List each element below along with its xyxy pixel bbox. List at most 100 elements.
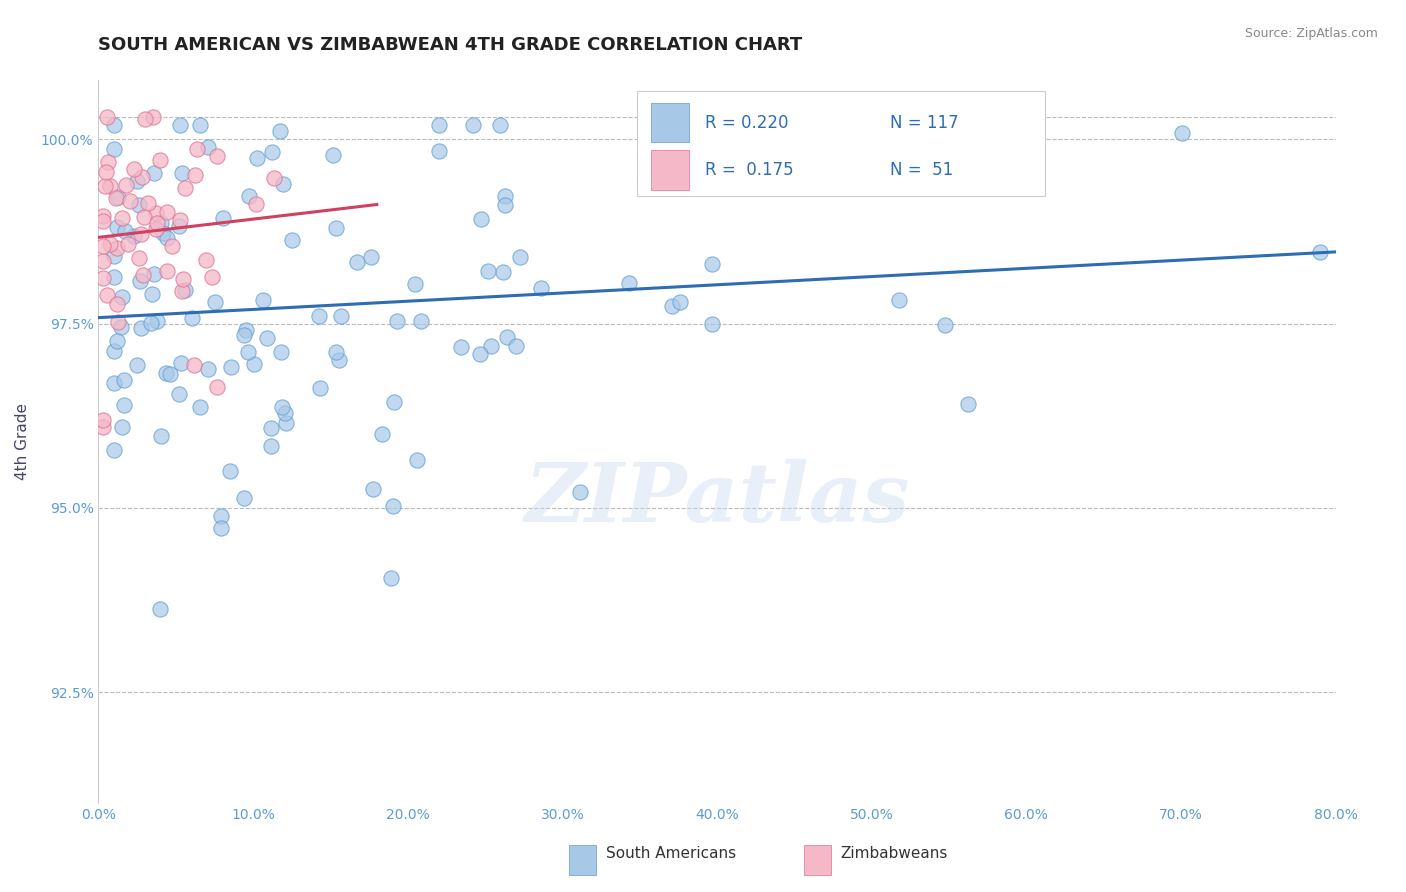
Point	[411, 314, 433, 328]
Point	[170, 356, 193, 370]
Point	[111, 419, 134, 434]
Point	[122, 162, 145, 177]
Bar	[651, 103, 689, 143]
Point	[134, 112, 156, 126]
Point	[96, 165, 118, 179]
Point	[404, 277, 426, 292]
Point	[256, 331, 278, 345]
Point	[238, 189, 260, 203]
Point	[494, 197, 516, 211]
Point	[110, 320, 132, 334]
Point	[205, 380, 228, 394]
Point	[619, 276, 641, 290]
Point	[114, 178, 136, 192]
Point	[325, 221, 347, 235]
Point	[172, 284, 194, 298]
Point	[91, 239, 114, 253]
Point	[103, 142, 125, 156]
Point	[281, 233, 304, 247]
Point	[103, 249, 125, 263]
Point	[112, 398, 135, 412]
Y-axis label: 4th Grade: 4th Grade	[15, 403, 30, 480]
Text: R = 0.220: R = 0.220	[704, 113, 789, 131]
Point	[149, 602, 172, 616]
Point	[103, 270, 125, 285]
Point	[488, 118, 510, 132]
Point	[169, 118, 191, 132]
Point	[328, 352, 350, 367]
Point	[155, 366, 177, 380]
Point	[260, 145, 283, 160]
Point	[505, 339, 527, 353]
Point	[167, 386, 190, 401]
Point	[661, 299, 683, 313]
Point	[105, 334, 128, 349]
Point	[209, 521, 232, 535]
Point	[530, 281, 553, 295]
Point	[183, 358, 205, 372]
Text: SOUTH AMERICAN VS ZIMBABWEAN 4TH GRADE CORRELATION CHART: SOUTH AMERICAN VS ZIMBABWEAN 4TH GRADE C…	[98, 36, 803, 54]
Point	[91, 270, 114, 285]
Point	[263, 171, 285, 186]
Point	[308, 310, 330, 324]
Point	[700, 257, 723, 271]
Point	[309, 381, 332, 395]
Point	[167, 219, 190, 233]
Point	[91, 254, 114, 268]
Point	[492, 265, 515, 279]
Point	[219, 360, 242, 375]
Point	[145, 222, 167, 236]
Point	[468, 347, 491, 361]
Point	[159, 367, 181, 381]
Point	[270, 345, 292, 359]
Point	[569, 484, 592, 499]
Point	[322, 148, 344, 162]
Point	[737, 144, 759, 158]
Text: Source: ZipAtlas.com: Source: ZipAtlas.com	[1244, 27, 1378, 40]
Point	[114, 224, 136, 238]
Point	[105, 241, 128, 255]
Point	[180, 310, 202, 325]
Point	[205, 149, 228, 163]
Point	[142, 267, 165, 281]
FancyBboxPatch shape	[637, 91, 1045, 196]
Point	[274, 416, 297, 430]
Point	[173, 180, 195, 194]
Point	[160, 238, 183, 252]
Point	[132, 210, 155, 224]
Point	[361, 483, 384, 497]
Point	[509, 250, 531, 264]
Point	[91, 210, 114, 224]
Point	[957, 396, 980, 410]
Point	[156, 264, 179, 278]
Point	[269, 124, 291, 138]
Point	[152, 226, 174, 240]
Point	[479, 339, 502, 353]
Point	[204, 295, 226, 310]
Point	[131, 169, 153, 184]
Point	[887, 293, 910, 307]
Point	[145, 313, 167, 327]
Point	[128, 198, 150, 212]
Point	[105, 297, 128, 311]
Point	[94, 179, 117, 194]
Point	[149, 428, 172, 442]
Point	[201, 270, 224, 285]
Point	[274, 406, 297, 420]
Point	[149, 216, 172, 230]
Point	[169, 213, 191, 227]
Point	[495, 330, 517, 344]
Point	[105, 190, 128, 204]
Point	[329, 309, 352, 323]
Point	[127, 174, 149, 188]
Point	[477, 264, 499, 278]
Point	[427, 118, 450, 132]
Point	[232, 327, 254, 342]
Point	[172, 272, 194, 286]
Point	[129, 227, 152, 241]
Point	[129, 321, 152, 335]
Point	[98, 179, 121, 194]
Point	[273, 178, 295, 192]
Point	[148, 153, 170, 167]
Point	[103, 343, 125, 358]
